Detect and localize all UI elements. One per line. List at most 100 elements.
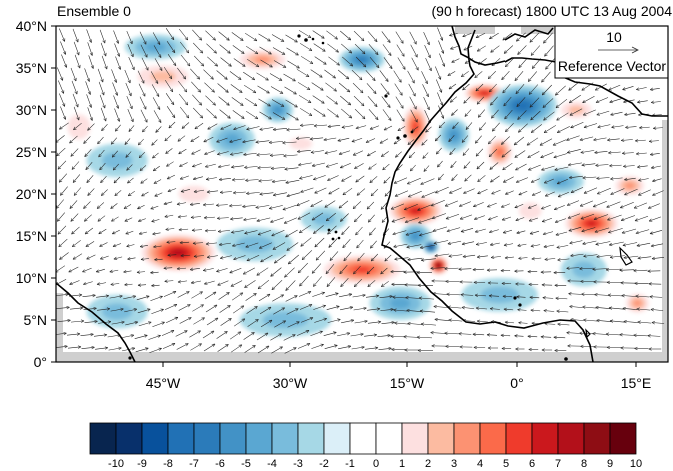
wind-vector-head [313, 284, 317, 287]
wind-vector-head [192, 243, 197, 245]
wind-vector-head [489, 155, 493, 158]
wind-vector-head [430, 268, 434, 270]
wind-vector-head [404, 220, 408, 223]
wind-vector [313, 276, 322, 287]
wind-vector-head [153, 180, 157, 184]
wind-vector-head [553, 272, 557, 275]
wind-vector-head [570, 190, 574, 193]
wind-vector-head [370, 257, 373, 262]
wind-vector [514, 335, 524, 337]
wind-vector-head [339, 165, 343, 168]
wind-vector-head [225, 91, 229, 93]
wind-vector-head [488, 142, 492, 145]
wind-vector [193, 189, 205, 193]
wind-vector-head [217, 218, 221, 220]
wind-vector [56, 307, 70, 309]
wind-vector [180, 189, 191, 192]
wind-vector [268, 141, 284, 143]
wind-vector [205, 30, 216, 41]
wind-vector-head [205, 242, 209, 245]
wind-vector-head [218, 166, 222, 169]
wind-vector-head [438, 176, 440, 181]
wind-vector [327, 175, 339, 181]
wind-vector-head [286, 196, 290, 198]
field-contour [481, 91, 488, 95]
wind-vector [313, 175, 326, 180]
wind-vector-head [239, 292, 243, 294]
wind-vector-head [267, 90, 270, 94]
wind-vector [444, 332, 459, 335]
wind-vector [556, 245, 569, 248]
wind-vector [472, 333, 485, 336]
wind-vector-head [70, 220, 74, 222]
wind-vector-head [504, 320, 508, 323]
wind-vector-head [270, 166, 274, 169]
wind-vector-head [542, 104, 545, 108]
wind-vector-head [405, 297, 409, 300]
wind-vector [338, 150, 351, 155]
wind-vector [610, 255, 625, 258]
wind-vector [217, 344, 229, 352]
wind-vector-head [206, 255, 210, 258]
wind-vector-head [138, 143, 142, 146]
wind-vector-head [515, 167, 518, 171]
wind-vector [314, 187, 327, 194]
wind-vector [338, 345, 351, 350]
wind-vector-head [419, 310, 423, 313]
wind-vector [113, 95, 119, 109]
colorbar-label: -9 [137, 458, 147, 470]
wind-vector [382, 44, 392, 56]
wind-vector-head [650, 309, 654, 312]
wind-vector-head [214, 102, 216, 106]
wind-vector [191, 149, 201, 155]
wind-vector-head [138, 218, 141, 222]
wind-vector [570, 253, 584, 257]
wind-vector [366, 201, 375, 210]
wind-vector [477, 109, 486, 118]
wind-vector-head [541, 79, 543, 83]
wind-vector-head [180, 255, 184, 258]
wind-vector-head [233, 127, 236, 130]
wind-vector-head [162, 322, 165, 325]
wind-vector-head [188, 304, 191, 308]
wind-vector-head [370, 246, 374, 249]
wind-vector-head [433, 243, 438, 245]
wind-vector [475, 135, 482, 144]
wind-vector [489, 229, 499, 233]
wind-vector [367, 31, 378, 42]
wind-vector [490, 45, 500, 53]
wind-vector-head [503, 232, 507, 234]
wind-vector-head [219, 179, 223, 182]
wind-vector-head [94, 319, 98, 322]
wind-vector [301, 250, 313, 260]
wind-vector [329, 251, 339, 261]
wind-vector [298, 291, 312, 297]
wind-vector-head [274, 262, 278, 264]
wind-vector-head [490, 51, 494, 53]
wind-vector [356, 239, 364, 249]
wind-vector [583, 319, 598, 322]
wind-vector-head [473, 347, 477, 350]
wind-vector-head [418, 220, 421, 224]
wind-vector-head [113, 256, 117, 260]
wind-vector-head [542, 297, 546, 300]
wind-vector-head [213, 117, 217, 119]
wind-vector-head [461, 242, 465, 245]
wind-vector-head [449, 99, 452, 103]
wind-vector-head [444, 332, 448, 335]
wind-vector [177, 291, 190, 298]
longitude-labels: 45°W 30°W 15°W 0° 15°E [146, 375, 651, 391]
wind-vector-head [505, 191, 508, 195]
wind-vector [311, 344, 324, 349]
wind-vector [269, 205, 283, 209]
wind-vector [518, 190, 528, 196]
wind-vector-head [126, 244, 130, 247]
wind-vector-head [102, 105, 106, 109]
wind-vector-head [190, 215, 194, 218]
wind-vector [639, 126, 650, 129]
wind-vector [423, 165, 430, 172]
wind-vector-head [594, 152, 598, 155]
wind-vector-head [336, 114, 339, 118]
wind-vector-head [580, 152, 584, 154]
wind-vector-head [619, 333, 623, 335]
